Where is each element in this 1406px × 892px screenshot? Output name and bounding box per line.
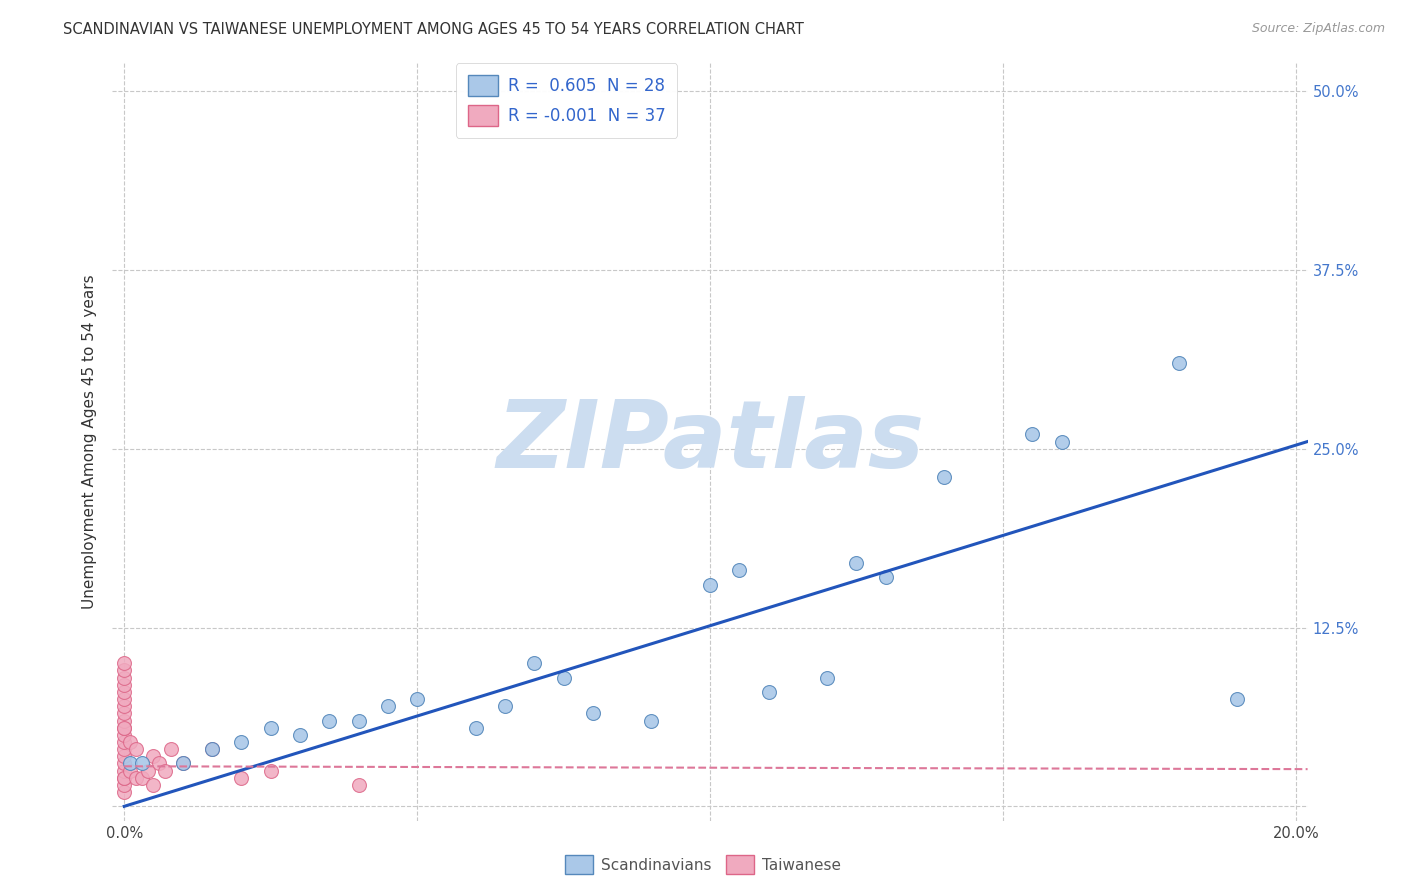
- Point: [120, 764, 141, 778]
- Point: [112, 742, 135, 756]
- Point: [112, 735, 135, 749]
- Point: [112, 721, 135, 735]
- Point: [112, 764, 135, 778]
- Point: [160, 742, 183, 756]
- Point: [347, 714, 370, 728]
- Point: [112, 685, 135, 699]
- Point: [934, 470, 956, 484]
- Point: [201, 742, 224, 756]
- Point: [112, 657, 135, 671]
- Point: [845, 556, 868, 570]
- Point: [148, 756, 170, 771]
- Point: [758, 685, 780, 699]
- Point: [125, 771, 148, 785]
- Point: [406, 692, 429, 706]
- Text: Source: ZipAtlas.com: Source: ZipAtlas.com: [1251, 22, 1385, 36]
- Point: [231, 735, 253, 749]
- Point: [112, 771, 135, 785]
- Point: [553, 671, 575, 685]
- Point: [112, 721, 135, 735]
- Point: [1167, 356, 1189, 370]
- Point: [120, 756, 141, 771]
- Point: [377, 699, 399, 714]
- Point: [131, 771, 153, 785]
- Point: [875, 570, 897, 584]
- Point: [231, 771, 253, 785]
- Point: [112, 706, 135, 721]
- Point: [464, 721, 486, 735]
- Point: [112, 778, 135, 792]
- Point: [1226, 692, 1249, 706]
- Point: [112, 756, 135, 771]
- Point: [582, 706, 605, 721]
- Point: [142, 778, 165, 792]
- Point: [131, 756, 153, 771]
- Point: [125, 742, 148, 756]
- Point: [112, 771, 135, 785]
- Y-axis label: Unemployment Among Ages 45 to 54 years: Unemployment Among Ages 45 to 54 years: [82, 274, 97, 609]
- Point: [347, 778, 370, 792]
- Point: [260, 764, 283, 778]
- Text: SCANDINAVIAN VS TAIWANESE UNEMPLOYMENT AMONG AGES 45 TO 54 YEARS CORRELATION CHA: SCANDINAVIAN VS TAIWANESE UNEMPLOYMENT A…: [63, 22, 804, 37]
- Point: [201, 742, 224, 756]
- Point: [260, 721, 283, 735]
- Text: ZIPatlas: ZIPatlas: [496, 395, 924, 488]
- Point: [112, 678, 135, 692]
- Point: [640, 714, 662, 728]
- Point: [120, 735, 141, 749]
- Point: [112, 785, 135, 799]
- Point: [523, 657, 546, 671]
- Point: [288, 728, 311, 742]
- Point: [728, 563, 751, 577]
- Point: [172, 756, 194, 771]
- Legend: Scandinavians, Taiwanese: Scandinavians, Taiwanese: [560, 849, 846, 880]
- Point: [318, 714, 340, 728]
- Point: [112, 664, 135, 678]
- Point: [155, 764, 177, 778]
- Point: [699, 577, 721, 591]
- Point: [815, 671, 838, 685]
- Point: [112, 692, 135, 706]
- Point: [112, 749, 135, 764]
- Legend: R =  0.605  N = 28, R = -0.001  N = 37: R = 0.605 N = 28, R = -0.001 N = 37: [456, 63, 678, 137]
- Point: [112, 699, 135, 714]
- Point: [112, 728, 135, 742]
- Point: [112, 714, 135, 728]
- Point: [172, 756, 194, 771]
- Point: [1021, 427, 1043, 442]
- Point: [112, 671, 135, 685]
- Point: [494, 699, 516, 714]
- Point: [1050, 434, 1073, 449]
- Point: [142, 749, 165, 764]
- Point: [136, 764, 159, 778]
